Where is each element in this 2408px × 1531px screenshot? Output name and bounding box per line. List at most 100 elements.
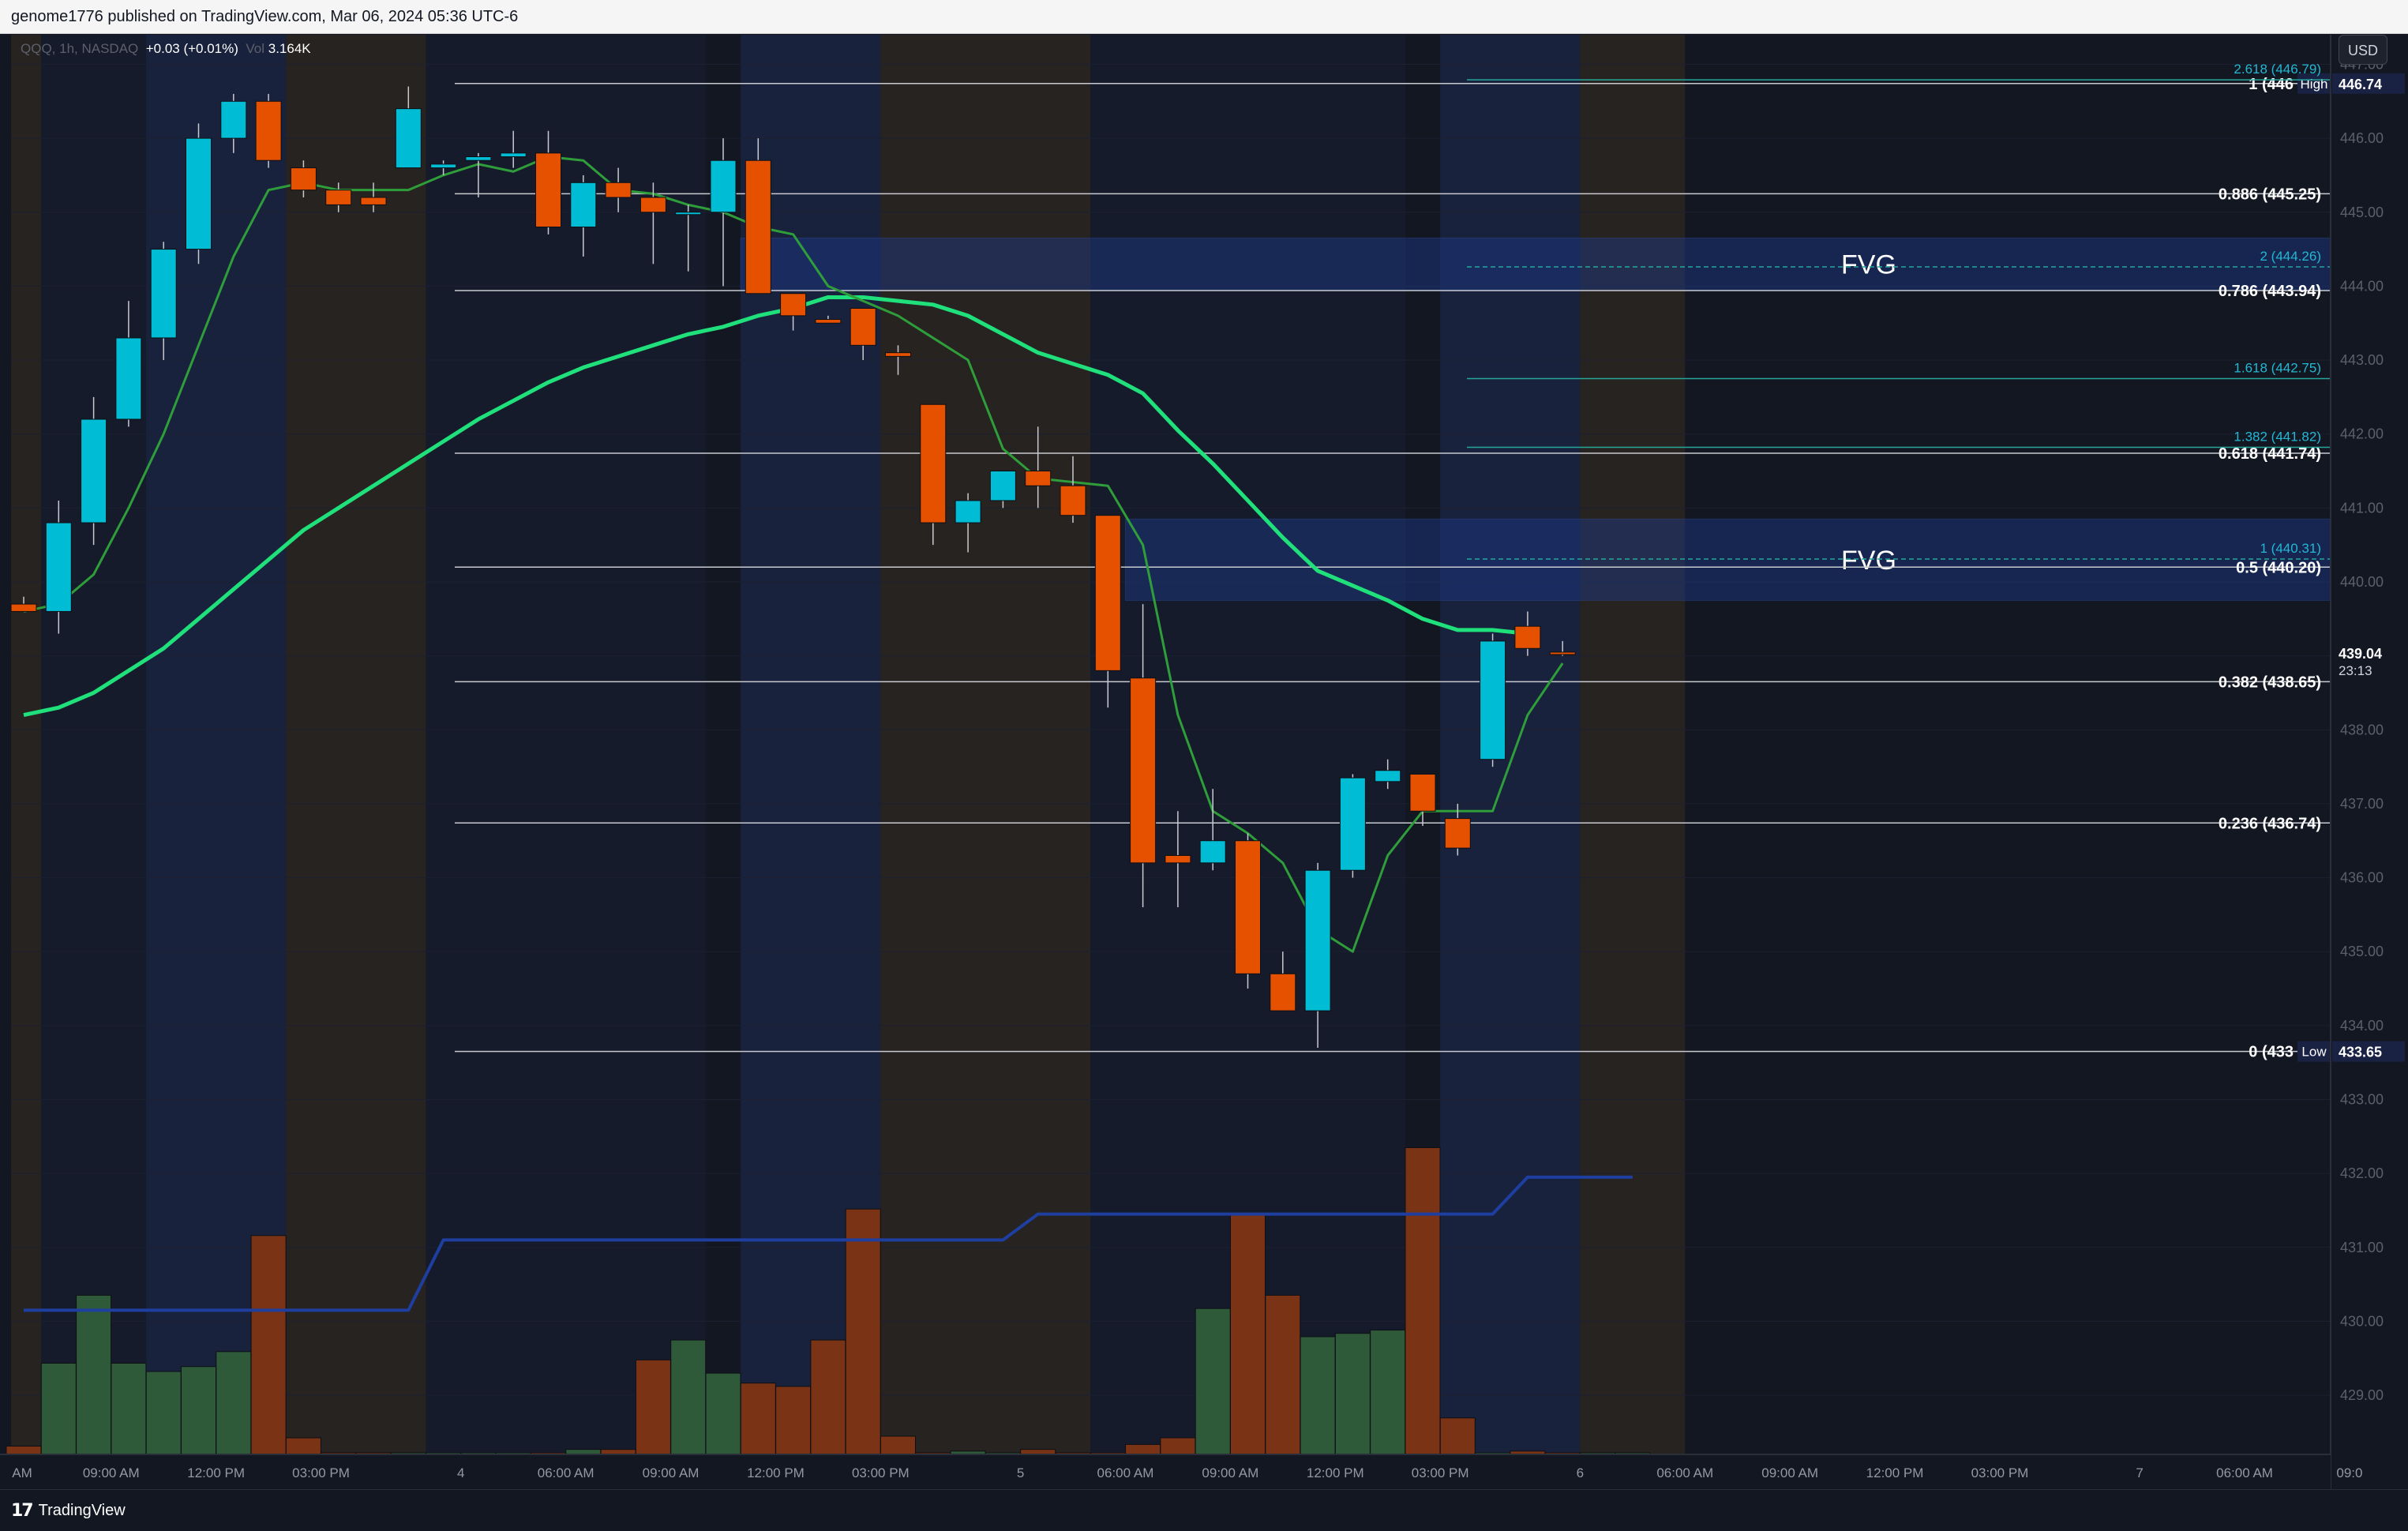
candle-body <box>1409 773 1436 812</box>
candle[interactable] <box>1409 773 1436 827</box>
volume-bar <box>1195 1308 1231 1455</box>
candle-body <box>81 418 107 523</box>
session-stripe <box>426 35 531 1454</box>
fib-extension-label: 1.382 (441.82) <box>2234 430 2321 445</box>
price-tick-label: 437.00 <box>2340 796 2384 812</box>
candle[interactable] <box>1514 611 1541 656</box>
candle[interactable] <box>640 182 666 265</box>
candle[interactable] <box>360 182 387 212</box>
price-tick-label: 441.00 <box>2340 500 2384 516</box>
candle[interactable] <box>290 160 317 198</box>
candle[interactable] <box>45 500 72 634</box>
price-tag-bg <box>2332 1041 2405 1062</box>
candle[interactable] <box>1165 811 1191 908</box>
candle[interactable] <box>465 152 492 198</box>
volume-bar <box>1265 1294 1301 1455</box>
fvg-zone[interactable] <box>740 238 2331 291</box>
price-tick-label: 445.00 <box>2340 205 2384 220</box>
candle[interactable] <box>1375 759 1401 790</box>
fib-extension-label: 1 (440.31) <box>2260 541 2322 556</box>
candle[interactable] <box>675 205 702 272</box>
candle[interactable] <box>115 301 142 427</box>
candle[interactable] <box>1270 951 1296 1011</box>
candle[interactable] <box>1339 774 1366 878</box>
candle[interactable] <box>850 307 876 361</box>
price-tag-label: 433.65 <box>2339 1045 2382 1060</box>
price-tick-label: 433.00 <box>2340 1092 2384 1108</box>
candle[interactable] <box>255 93 282 168</box>
tradingview-wordmark: TradingView <box>38 1502 126 1519</box>
time-tick-label: 09:0 <box>2336 1465 2362 1480</box>
candle[interactable] <box>1199 789 1226 871</box>
volume-bar <box>285 1437 321 1455</box>
tradingview-logo[interactable]: 17 TradingView <box>11 1501 126 1521</box>
candle[interactable] <box>220 93 247 153</box>
candle[interactable] <box>186 123 212 265</box>
candle[interactable] <box>150 242 177 361</box>
fvg-label: FVG <box>1841 250 1896 280</box>
time-tick-label: 06:00 AM <box>1656 1465 1713 1480</box>
candles <box>10 86 1576 1048</box>
candle[interactable] <box>815 315 842 324</box>
session-stripe <box>41 35 147 1454</box>
candle-body <box>710 159 737 213</box>
candle[interactable] <box>920 403 947 546</box>
legend-symbol: QQQ, 1h, NASDAQ <box>21 41 139 56</box>
candle[interactable] <box>989 471 1016 508</box>
candle[interactable] <box>1304 862 1331 1048</box>
session-stripe <box>1335 35 1405 1454</box>
price-tick-label: 430.00 <box>2340 1313 2384 1329</box>
fibonacci-levels: 1 (446 High 0.886 (445.25) 0.786 (443.94) 0.… <box>455 73 2331 1062</box>
price-axis-background <box>2331 35 2408 1489</box>
fvg-zone[interactable] <box>1124 518 2331 601</box>
price-tick-label: 432.00 <box>2340 1165 2384 1181</box>
candle[interactable] <box>745 138 771 295</box>
candle-body <box>675 212 702 216</box>
candle[interactable] <box>605 167 632 212</box>
candle[interactable] <box>1235 833 1261 989</box>
volume-bar <box>1230 1214 1266 1455</box>
candle[interactable] <box>325 182 352 212</box>
volume-bar <box>76 1294 112 1455</box>
candle[interactable] <box>1480 633 1506 767</box>
candle-body <box>1199 840 1226 864</box>
price-tick-label: 440.00 <box>2340 574 2384 590</box>
candle[interactable] <box>1025 426 1052 508</box>
candle-body <box>220 100 247 139</box>
fib-tag-label: Low <box>2301 1045 2327 1060</box>
candle-body <box>955 500 981 523</box>
fib-level-label: 0.5 (440.20) <box>2236 559 2321 576</box>
candle[interactable] <box>500 130 527 168</box>
volume-bar <box>1439 1417 1476 1455</box>
candle[interactable] <box>81 396 107 546</box>
candle[interactable] <box>570 174 597 257</box>
fib-extension-label: 2.618 (446.79) <box>2234 62 2321 77</box>
candle[interactable] <box>430 160 457 175</box>
currency-button[interactable]: USD <box>2339 35 2387 65</box>
candle[interactable] <box>1060 456 1086 523</box>
candle[interactable] <box>885 345 911 375</box>
candle[interactable] <box>395 86 422 169</box>
session-stripe <box>636 35 706 1454</box>
candle[interactable] <box>1130 604 1157 908</box>
candle-body <box>605 182 632 198</box>
time-tick-label: 06:00 AM <box>2216 1465 2273 1480</box>
price-tick-label: 429.00 <box>2340 1387 2384 1403</box>
candle[interactable] <box>1444 803 1471 856</box>
volume-bar <box>1300 1336 1336 1455</box>
candle[interactable] <box>10 596 37 612</box>
candle[interactable] <box>955 493 981 553</box>
candle[interactable] <box>535 130 561 235</box>
time-tick-label: 12:00 PM <box>187 1465 245 1480</box>
candle-body <box>430 163 457 169</box>
volume-bar <box>1125 1443 1161 1455</box>
volume-bar <box>111 1363 147 1455</box>
candle-body <box>1339 777 1366 871</box>
time-axis: AM 09:00 AM 12:00 PM 03:00 PM 4 06:00 AM 09:00… <box>0 1454 2362 1489</box>
candle[interactable] <box>780 293 807 331</box>
candle[interactable] <box>1549 640 1576 656</box>
candle-body <box>465 156 492 161</box>
candle[interactable] <box>710 138 737 287</box>
candle[interactable] <box>1094 515 1121 708</box>
